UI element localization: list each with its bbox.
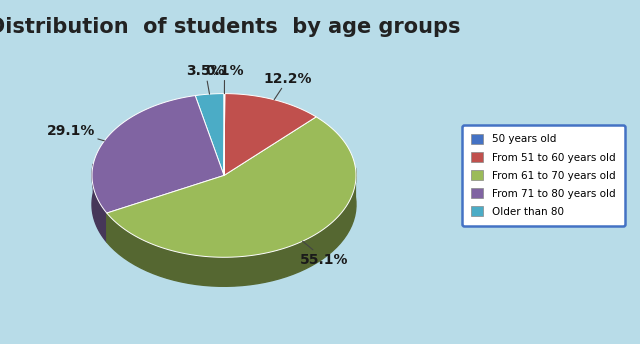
Polygon shape — [107, 117, 356, 257]
Polygon shape — [92, 164, 107, 242]
Text: Distribution  of students  by age groups: Distribution of students by age groups — [0, 17, 460, 37]
Text: 3.5%: 3.5% — [186, 64, 225, 94]
Polygon shape — [224, 94, 225, 175]
Polygon shape — [92, 96, 224, 213]
Text: 0.1%: 0.1% — [205, 64, 244, 94]
Polygon shape — [195, 94, 224, 175]
Legend: 50 years old, From 51 to 60 years old, From 61 to 70 years old, From 71 to 80 ye: 50 years old, From 51 to 60 years old, F… — [461, 125, 625, 226]
Text: 55.1%: 55.1% — [300, 241, 349, 267]
Text: 12.2%: 12.2% — [264, 72, 312, 100]
Polygon shape — [224, 94, 316, 175]
Text: 29.1%: 29.1% — [47, 124, 104, 141]
Polygon shape — [107, 168, 356, 286]
